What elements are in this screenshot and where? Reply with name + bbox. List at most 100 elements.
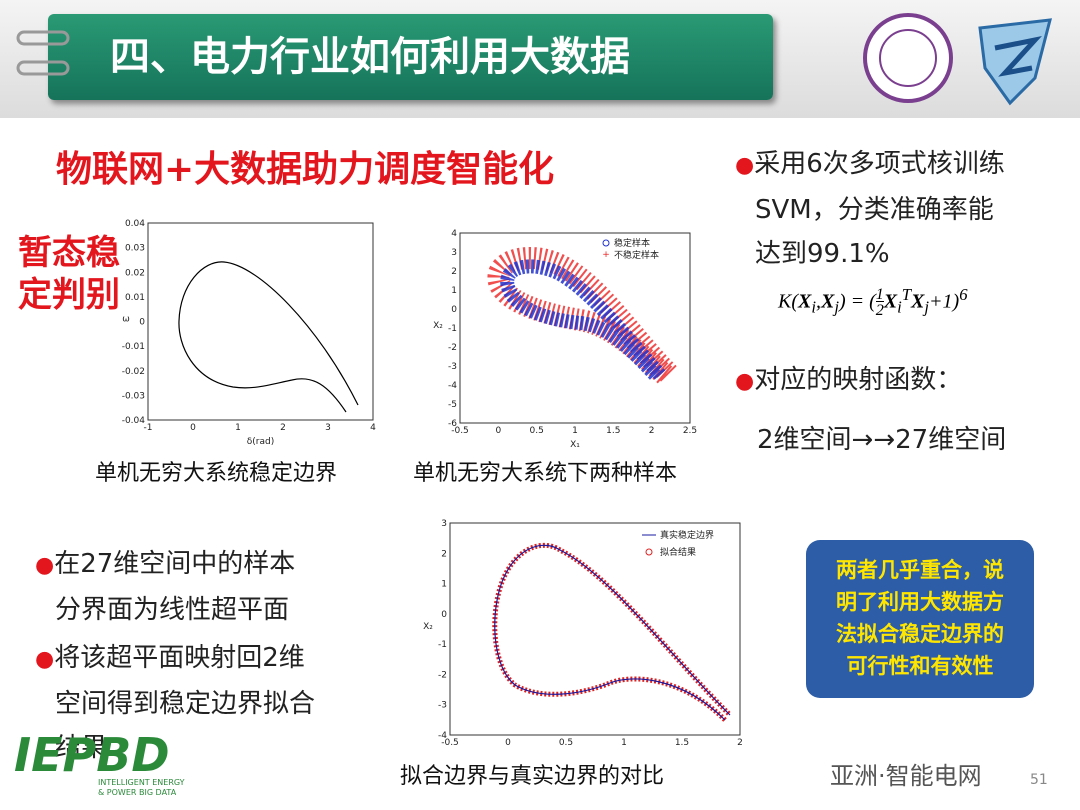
legend-label: 稳定样本 <box>614 237 650 249</box>
text: INTELLIGENT ENERGY <box>98 778 185 787</box>
callout-line: 法拟合稳定边界的 <box>836 622 1004 646</box>
text: & POWER BIG DATA <box>98 788 177 797</box>
x-tick-label: 2 <box>737 738 743 748</box>
logos <box>863 13 1052 106</box>
mapping: 2维空间→→27维空间 <box>757 425 1007 455</box>
y-tick-label: 0.04 <box>125 219 145 229</box>
x-tick-label: 1 <box>572 426 578 436</box>
caption: 单机无穷大系统下两种样本 <box>413 461 678 486</box>
x-tick-label: -1 <box>144 423 153 433</box>
formula: K(Xi,Xj) = (1 2XiTXj+1)6 <box>778 285 968 320</box>
y-axis-label: ω <box>122 315 130 325</box>
text: X <box>820 290 835 313</box>
y-tick-label: 1 <box>451 286 457 296</box>
bullet-line: 在27维空间中的样本 <box>54 549 296 579</box>
x-tick-label: 0 <box>505 738 511 748</box>
callout-line: 可行性和有效性 <box>846 654 994 678</box>
side-label: 暂态稳 定判别 <box>18 232 120 316</box>
logo: IEPBD <box>14 728 170 782</box>
x-tick-label: 1.5 <box>675 738 689 748</box>
legend-label: 真实稳定边界 <box>660 529 714 541</box>
x-tick-label: 1.5 <box>606 426 620 436</box>
side-line: 定判别 <box>18 275 120 315</box>
x-tick-label: 0.5 <box>559 738 573 748</box>
text: 6 <box>959 285 968 304</box>
text: +1) <box>929 290 960 313</box>
text: ) = ( <box>838 290 876 313</box>
y-tick-label: 0 <box>451 305 457 315</box>
x-tick-label: 2 <box>280 423 286 433</box>
caption: 拟合边界与真实边界的对比 <box>400 764 665 789</box>
y-tick-label: -0.02 <box>122 367 145 377</box>
plot-samples: + -0.5 0 0.5 1 1.5 2 2.5 4 3 2 1 0 -1 -2 -3 -4 -5 -6 X₁ X₂ 稳… <box>433 229 697 450</box>
y-tick-label: 2 <box>451 267 457 277</box>
watermark: 亚洲·智能电网 <box>830 762 982 790</box>
y-tick-label: -2 <box>448 343 457 353</box>
callout-line: 明了利用大数据方 <box>836 590 1004 614</box>
x-tick-label: 0.5 <box>530 426 544 436</box>
text: i <box>811 297 816 317</box>
y-tick-label: -4 <box>438 731 447 741</box>
y-tick-label: -0.04 <box>122 416 146 426</box>
side-line: 暂态稳 <box>18 233 120 273</box>
y-tick-label: 2 <box>441 549 447 559</box>
text: j <box>834 297 839 317</box>
bullet: ●在27维空间中的样本 分界面为线性超平面 <box>35 549 296 625</box>
y-axis-label: X₂ <box>433 321 443 331</box>
y-tick-label: 0.01 <box>125 293 145 303</box>
callout: 两者几乎重合，说 明了利用大数据方 法拟合稳定边界的 可行性和有效性 <box>806 540 1034 698</box>
text: i <box>897 297 902 317</box>
plot-boundary: -1 0 1 2 3 4 0.04 0.03 0.02 0.01 0 -0.01 -0.02 -0.03 -… <box>122 219 376 447</box>
y-tick-label: -4 <box>448 381 457 391</box>
y-tick-label: 0 <box>441 610 447 620</box>
y-tick-label: 0.03 <box>125 244 145 254</box>
subtitle: 物联网+大数据助力调度智能化 <box>56 149 555 190</box>
x-tick-label: 3 <box>325 423 331 433</box>
callout-line: 两者几乎重合，说 <box>836 558 1004 582</box>
bullet-line: 达到99.1% <box>755 239 890 269</box>
bullet-line: SVM，分类准确率能 <box>755 195 994 225</box>
y-tick-label: -3 <box>448 362 457 372</box>
y-tick-label: 3 <box>451 248 457 258</box>
text: 1 <box>875 286 884 304</box>
text: 2 <box>875 301 884 320</box>
y-tick-label: 4 <box>451 229 457 239</box>
bullet: ●将该超平面映射回2维 空间得到稳定边界拟合 结果 <box>35 643 316 763</box>
text: , <box>815 290 821 313</box>
x-tick-label: 2 <box>649 426 655 436</box>
y-tick-label: -3 <box>438 701 447 711</box>
y-tick-label: 1 <box>441 580 447 590</box>
legend-label: 不稳定样本 <box>614 249 659 261</box>
caption: 单机无穷大系统稳定边界 <box>95 461 338 486</box>
logo-text: INTELLIGENT ENERGY & POWER BIG DATA <box>98 778 185 798</box>
y-tick-label: -0.01 <box>122 342 145 352</box>
bullet-line: 分界面为线性超平面 <box>55 595 290 625</box>
x-tick-label: 2.5 <box>683 426 697 436</box>
bullet-line: 空间得到稳定边界拟合 <box>55 689 316 719</box>
x-tick-label: 0 <box>495 426 501 436</box>
x-tick-label: 1 <box>621 738 627 748</box>
y-tick-label: -6 <box>448 419 457 429</box>
text: T <box>901 285 912 304</box>
y-tick-label: -1 <box>448 324 457 334</box>
text: K( <box>778 290 798 313</box>
y-tick-label: 0 <box>139 318 145 328</box>
x-tick-label: -0.5 <box>441 738 459 748</box>
title: 四、电力行业如何利用大数据 <box>48 14 773 100</box>
x-axis-label: δ(rad) <box>247 437 274 447</box>
text: X <box>911 290 925 313</box>
x-tick-label: 0 <box>190 423 196 433</box>
y-tick-label: -2 <box>438 670 447 680</box>
legend-label: 拟合结果 <box>660 546 696 558</box>
x-axis-label: X₁ <box>570 440 580 450</box>
page-number: 51 <box>1030 772 1048 788</box>
y-tick-label: 3 <box>441 519 447 529</box>
bullet: ●采用6次多项式核训练 SVM，分类准确率能 达到99.1% <box>735 149 1005 269</box>
bullet: ●对应的映射函数： <box>735 365 963 395</box>
bullet-line: 将该超平面映射回2维 <box>54 643 305 673</box>
y-tick-label: -5 <box>448 400 457 410</box>
text: X <box>883 290 898 313</box>
text: j <box>924 297 930 317</box>
